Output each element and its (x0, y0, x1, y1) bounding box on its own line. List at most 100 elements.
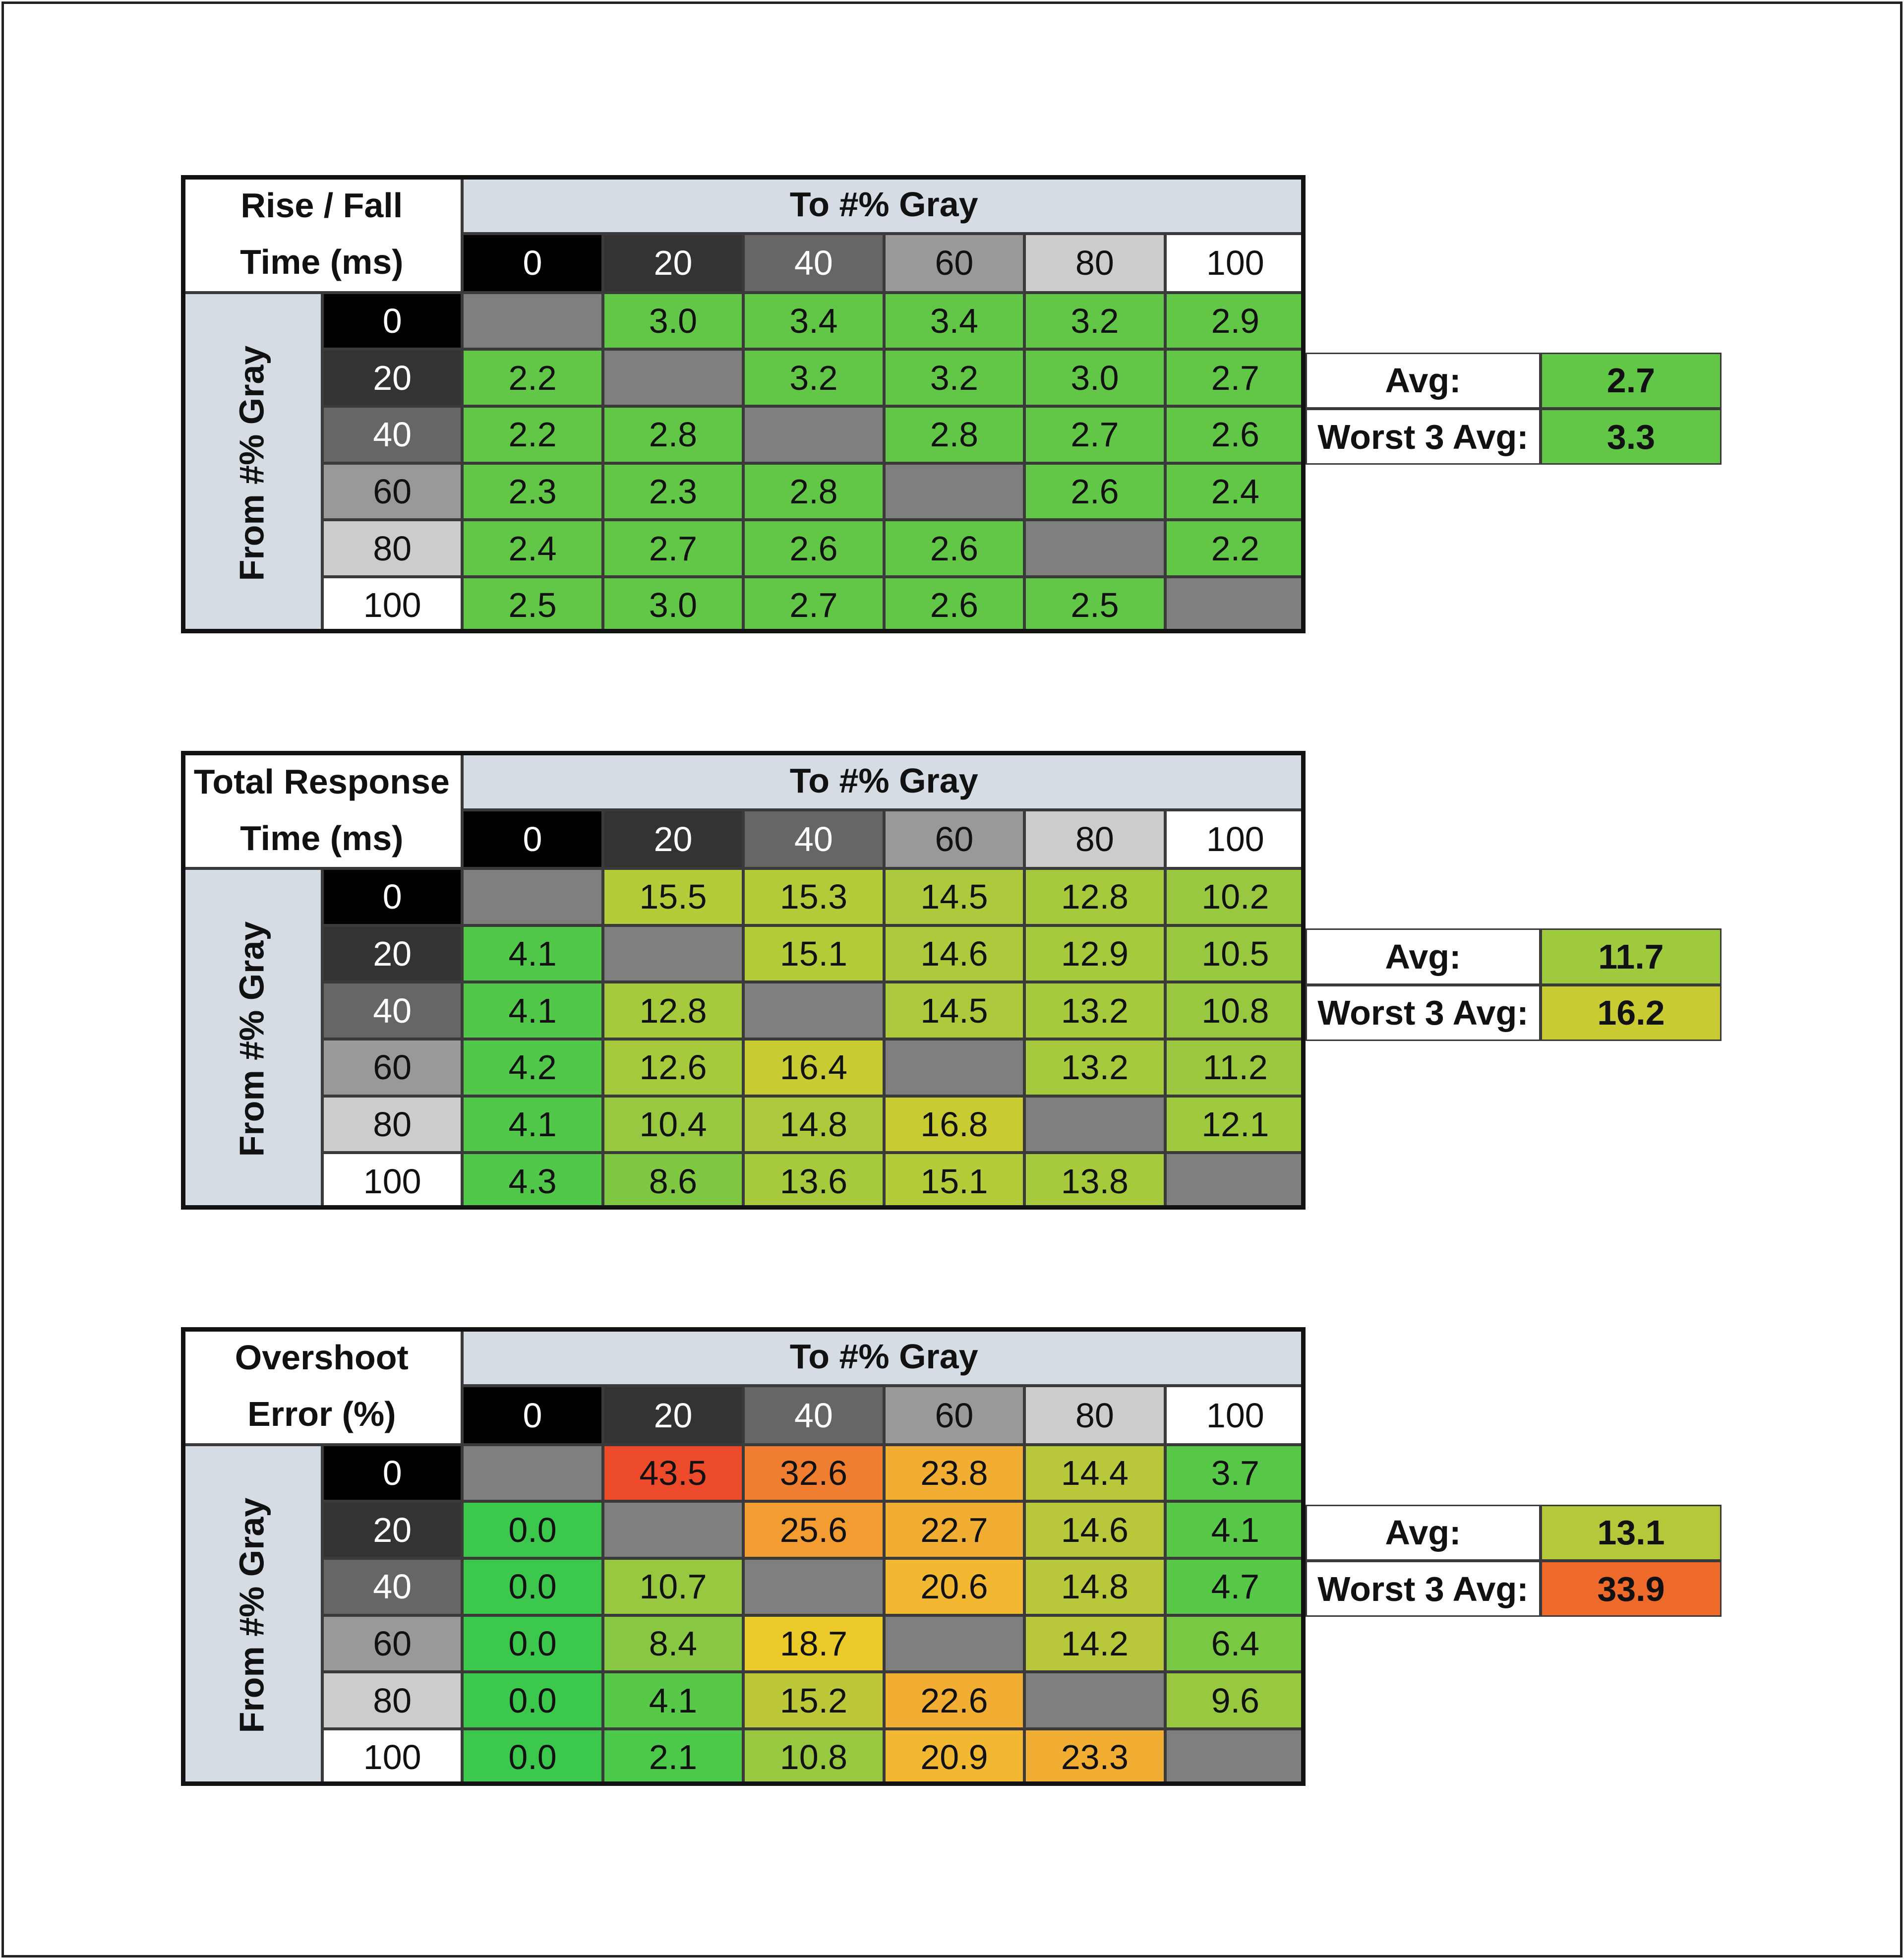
cell: 14.6 (1024, 1501, 1165, 1559)
cell: 3.4 (884, 292, 1025, 350)
cell: 10.8 (743, 1728, 884, 1786)
row-label: 0 (322, 292, 463, 350)
column-label: 80 (1024, 809, 1165, 869)
cell: 2.8 (884, 406, 1025, 463)
cell: 2.1 (602, 1728, 744, 1786)
cell: 0.0 (462, 1558, 603, 1615)
column-label: 0 (462, 1386, 603, 1445)
title-line: Overshoot (235, 1338, 409, 1377)
empty-cell (1165, 1153, 1306, 1210)
cell: 2.4 (1165, 463, 1306, 520)
column-header: To #% Gray (462, 1327, 1306, 1386)
cell: 14.8 (1024, 1558, 1165, 1615)
column-label: 60 (884, 1386, 1025, 1445)
cell: 4.2 (462, 1039, 603, 1096)
summary-label: Worst 3 Avg: (1306, 408, 1541, 465)
cell: 2.2 (462, 349, 603, 406)
row-header: From #% Gray (232, 1497, 271, 1733)
empty-cell (1024, 1096, 1165, 1153)
cell: 2.6 (884, 520, 1025, 577)
row-label: 80 (322, 1096, 463, 1153)
cell: 8.4 (602, 1615, 744, 1672)
cell: 8.6 (602, 1153, 744, 1210)
row-header-cell: From #% Gray (181, 868, 323, 1210)
title-line: Time (ms) (240, 243, 404, 282)
cell: 0.0 (462, 1728, 603, 1786)
cell: 2.5 (462, 576, 603, 634)
row-label: 80 (322, 1672, 463, 1729)
cell: 22.6 (884, 1672, 1025, 1729)
empty-cell (1024, 1672, 1165, 1729)
summary-label: Avg: (1306, 352, 1541, 409)
column-label: 0 (462, 234, 603, 293)
cell: 16.4 (743, 1039, 884, 1096)
cell: 2.8 (743, 463, 884, 520)
title-line: Rise / Fall (240, 186, 403, 225)
cell: 10.2 (1165, 868, 1306, 925)
title-line: Error (%) (247, 1395, 396, 1434)
row-label: 20 (322, 1501, 463, 1559)
row-label: 0 (322, 1444, 463, 1502)
empty-cell (462, 868, 603, 925)
empty-cell (462, 1444, 603, 1502)
cell: 13.8 (1024, 1153, 1165, 1210)
cell: 14.5 (884, 868, 1025, 925)
cell: 2.7 (1165, 349, 1306, 406)
column-label: 0 (462, 809, 603, 869)
cell: 3.4 (743, 292, 884, 350)
row-label: 100 (322, 1153, 463, 1210)
row-label: 100 (322, 576, 463, 634)
column-header: To #% Gray (462, 175, 1306, 234)
column-label: 100 (1165, 809, 1306, 869)
row-label: 80 (322, 520, 463, 577)
column-label: 20 (602, 809, 744, 869)
cell: 20.6 (884, 1558, 1025, 1615)
cell: 43.5 (602, 1444, 744, 1502)
cell: 10.4 (602, 1096, 744, 1153)
column-label: 80 (1024, 1386, 1165, 1445)
empty-cell (462, 292, 603, 350)
cell: 2.4 (462, 520, 603, 577)
cell: 2.6 (884, 576, 1025, 634)
cell: 12.8 (602, 982, 744, 1040)
summary-value: 2.7 (1540, 352, 1722, 409)
cell: 2.2 (462, 406, 603, 463)
empty-cell (884, 1039, 1025, 1096)
cell: 15.5 (602, 868, 744, 925)
cell: 14.6 (884, 925, 1025, 982)
cell: 12.6 (602, 1039, 744, 1096)
cell: 15.3 (743, 868, 884, 925)
cell: 3.2 (1024, 292, 1165, 350)
cell: 2.2 (1165, 520, 1306, 577)
empty-cell (743, 1558, 884, 1615)
column-header: To #% Gray (462, 751, 1306, 810)
column-label: 20 (602, 1386, 744, 1445)
cell: 2.3 (462, 463, 603, 520)
column-label: 40 (743, 234, 884, 293)
cell: 12.1 (1165, 1096, 1306, 1153)
cell: 4.1 (462, 1096, 603, 1153)
cell: 14.4 (1024, 1444, 1165, 1502)
column-label: 60 (884, 234, 1025, 293)
cell: 0.0 (462, 1672, 603, 1729)
cell: 2.7 (1024, 406, 1165, 463)
empty-cell (1165, 576, 1306, 634)
cell: 18.7 (743, 1615, 884, 1672)
column-label: 100 (1165, 1386, 1306, 1445)
cell: 14.2 (1024, 1615, 1165, 1672)
cell: 2.9 (1165, 292, 1306, 350)
summary-value: 16.2 (1540, 984, 1722, 1041)
summary-value: 33.9 (1540, 1561, 1722, 1617)
column-label: 60 (884, 809, 1025, 869)
row-label: 0 (322, 868, 463, 925)
empty-cell (602, 925, 744, 982)
row-label: 40 (322, 982, 463, 1040)
row-header: From #% Gray (232, 345, 271, 581)
title-line: Time (ms) (240, 818, 404, 857)
row-header-cell: From #% Gray (181, 292, 323, 634)
cell: 15.1 (884, 1153, 1025, 1210)
row-label: 40 (322, 1558, 463, 1615)
row-label: 20 (322, 349, 463, 406)
cell: 10.8 (1165, 982, 1306, 1040)
